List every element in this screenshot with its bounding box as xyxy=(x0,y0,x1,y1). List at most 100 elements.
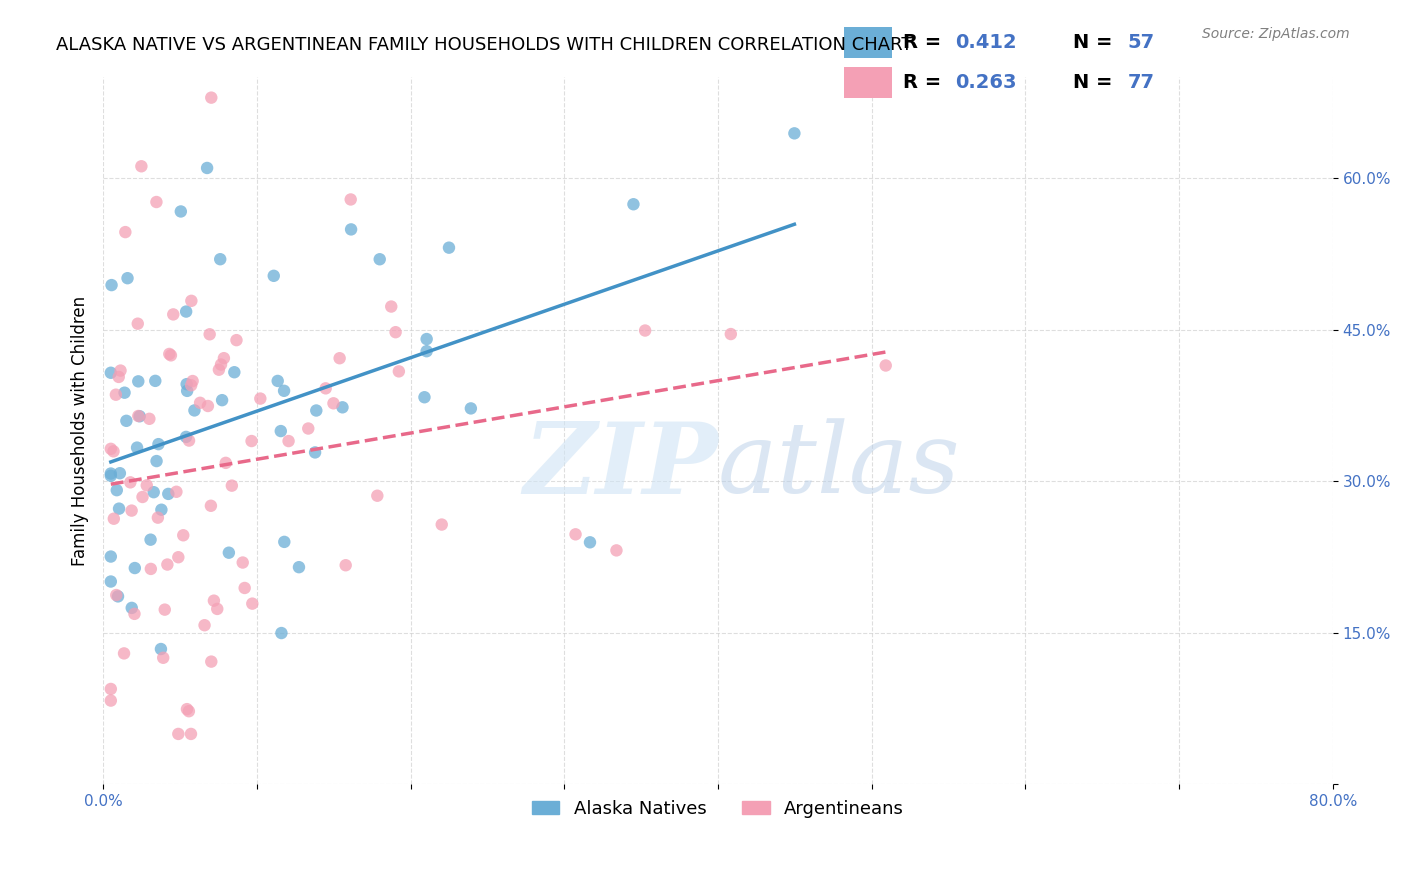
Alaska Natives xyxy=(157,487,180,501)
Alaska Natives xyxy=(174,304,197,318)
Argentineans xyxy=(188,396,211,410)
Argentineans xyxy=(430,517,453,532)
Alaska Natives xyxy=(100,278,122,293)
Text: Source: ZipAtlas.com: Source: ZipAtlas.com xyxy=(1202,27,1350,41)
Alaska Natives xyxy=(304,445,326,459)
Argentineans xyxy=(120,475,142,490)
Alaska Natives xyxy=(263,268,285,283)
FancyBboxPatch shape xyxy=(845,27,891,58)
Alaska Natives xyxy=(273,534,295,549)
Argentineans xyxy=(197,399,219,413)
Alaska Natives xyxy=(176,377,198,392)
Alaska Natives xyxy=(211,393,233,408)
Argentineans xyxy=(156,558,179,572)
Alaska Natives xyxy=(108,467,131,481)
Argentineans xyxy=(121,503,143,517)
Argentineans xyxy=(634,324,657,338)
Alaska Natives xyxy=(305,403,328,417)
Text: N =: N = xyxy=(1073,73,1119,93)
Alaska Natives xyxy=(105,483,128,498)
Alaska Natives xyxy=(340,222,363,236)
Alaska Natives xyxy=(114,385,136,400)
Argentineans xyxy=(152,650,174,665)
Argentineans xyxy=(605,543,627,558)
Alaska Natives xyxy=(100,468,122,483)
Argentineans xyxy=(165,484,187,499)
Alaska Natives xyxy=(270,626,292,640)
Alaska Natives xyxy=(142,485,165,500)
Alaska Natives xyxy=(108,501,131,516)
Argentineans xyxy=(720,327,742,342)
Argentineans xyxy=(105,588,128,602)
Argentineans xyxy=(200,90,222,104)
Argentineans xyxy=(157,347,180,361)
Argentineans xyxy=(176,702,198,716)
Argentineans xyxy=(225,333,247,347)
Argentineans xyxy=(380,300,402,314)
Argentineans xyxy=(127,317,149,331)
Argentineans xyxy=(202,593,225,607)
Alaska Natives xyxy=(148,437,170,451)
Alaska Natives xyxy=(145,454,167,468)
Text: ZIP: ZIP xyxy=(523,418,718,515)
Text: 0.263: 0.263 xyxy=(955,73,1017,93)
Alaska Natives xyxy=(368,252,391,267)
Alaska Natives xyxy=(415,332,437,346)
Argentineans xyxy=(139,562,162,576)
Alaska Natives xyxy=(121,600,143,615)
Argentineans xyxy=(564,527,586,541)
Argentineans xyxy=(138,412,160,426)
Argentineans xyxy=(124,607,146,621)
Alaska Natives xyxy=(183,403,205,417)
Argentineans xyxy=(366,489,388,503)
Argentineans xyxy=(103,512,125,526)
Argentineans xyxy=(180,727,202,741)
Argentineans xyxy=(114,225,136,239)
Alaska Natives xyxy=(195,161,218,175)
Legend: Alaska Natives, Argentineans: Alaska Natives, Argentineans xyxy=(524,792,911,825)
Argentineans xyxy=(240,434,263,448)
Text: R =: R = xyxy=(904,33,949,53)
Alaska Natives xyxy=(623,197,645,211)
Argentineans xyxy=(339,193,361,207)
Argentineans xyxy=(145,194,167,209)
Alaska Natives xyxy=(270,424,292,438)
Alaska Natives xyxy=(100,467,122,481)
Argentineans xyxy=(388,364,411,378)
FancyBboxPatch shape xyxy=(845,67,891,98)
Argentineans xyxy=(172,528,194,542)
Text: 0.412: 0.412 xyxy=(955,33,1017,53)
Argentineans xyxy=(315,381,337,395)
Argentineans xyxy=(322,396,344,410)
Alaska Natives xyxy=(149,642,172,657)
Argentineans xyxy=(249,392,271,406)
Argentineans xyxy=(180,378,202,392)
Argentineans xyxy=(177,434,200,448)
Argentineans xyxy=(212,351,235,366)
Text: atlas: atlas xyxy=(718,418,960,514)
Alaska Natives xyxy=(415,344,437,359)
Alaska Natives xyxy=(174,430,197,444)
Alaska Natives xyxy=(460,401,482,416)
Argentineans xyxy=(198,327,221,342)
Alaska Natives xyxy=(224,365,246,379)
Alaska Natives xyxy=(124,561,146,575)
Text: 77: 77 xyxy=(1128,73,1154,93)
Argentineans xyxy=(200,655,222,669)
Argentineans xyxy=(209,358,232,372)
Argentineans xyxy=(180,293,202,308)
Alaska Natives xyxy=(127,375,149,389)
Text: N =: N = xyxy=(1073,33,1119,53)
Alaska Natives xyxy=(209,252,232,267)
Alaska Natives xyxy=(139,533,162,547)
Alaska Natives xyxy=(176,384,198,398)
Y-axis label: Family Households with Children: Family Households with Children xyxy=(72,296,89,566)
Argentineans xyxy=(112,647,135,661)
Alaska Natives xyxy=(437,241,460,255)
Alaska Natives xyxy=(128,409,150,424)
Argentineans xyxy=(233,581,256,595)
Alaska Natives xyxy=(579,535,602,549)
Argentineans xyxy=(181,374,204,388)
Argentineans xyxy=(131,490,153,504)
Argentineans xyxy=(208,362,231,376)
